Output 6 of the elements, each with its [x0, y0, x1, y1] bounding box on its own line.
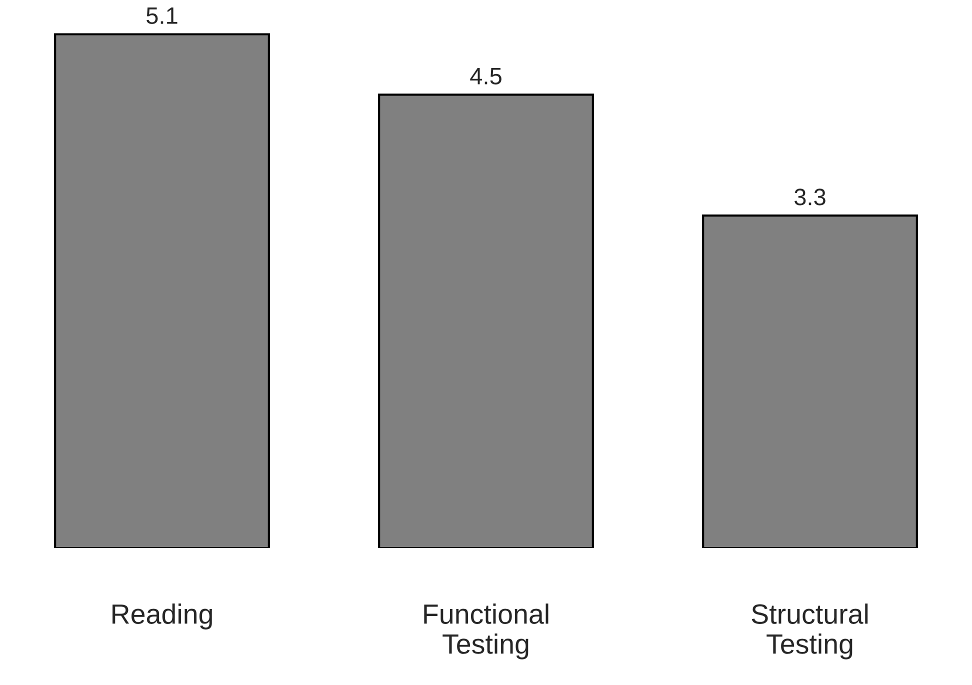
data-label: 3.3	[794, 188, 826, 206]
data-label: 5.1	[146, 8, 178, 24]
x-tick-label: Structural Testing	[752, 604, 868, 660]
data-label: 4.5	[470, 68, 502, 84]
x-tick-label: Functional Testing	[424, 604, 548, 660]
x-tick-label: Reading	[112, 604, 212, 630]
